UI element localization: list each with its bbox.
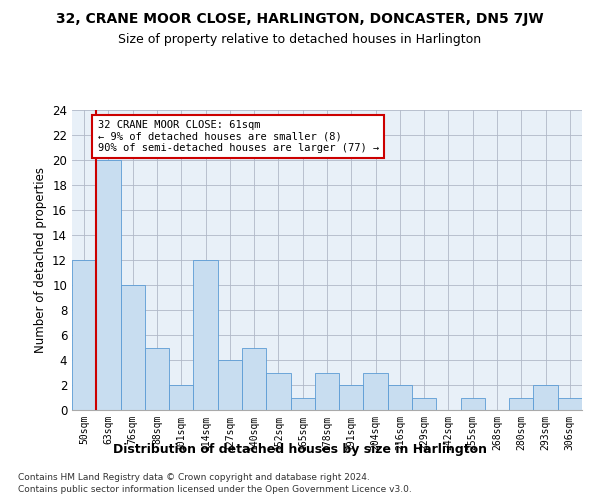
Text: Contains HM Land Registry data © Crown copyright and database right 2024.: Contains HM Land Registry data © Crown c…	[18, 472, 370, 482]
Text: 32 CRANE MOOR CLOSE: 61sqm
← 9% of detached houses are smaller (8)
90% of semi-d: 32 CRANE MOOR CLOSE: 61sqm ← 9% of detac…	[97, 120, 379, 153]
Bar	[72, 260, 96, 410]
Text: Distribution of detached houses by size in Harlington: Distribution of detached houses by size …	[113, 442, 487, 456]
Bar	[364, 372, 388, 410]
Bar	[145, 348, 169, 410]
Bar	[266, 372, 290, 410]
Bar	[339, 385, 364, 410]
Bar	[290, 398, 315, 410]
Text: Size of property relative to detached houses in Harlington: Size of property relative to detached ho…	[118, 32, 482, 46]
Bar	[509, 398, 533, 410]
Bar	[193, 260, 218, 410]
Bar	[461, 398, 485, 410]
Y-axis label: Number of detached properties: Number of detached properties	[34, 167, 47, 353]
Bar	[412, 398, 436, 410]
Bar	[169, 385, 193, 410]
Bar	[218, 360, 242, 410]
Text: 32, CRANE MOOR CLOSE, HARLINGTON, DONCASTER, DN5 7JW: 32, CRANE MOOR CLOSE, HARLINGTON, DONCAS…	[56, 12, 544, 26]
Bar	[315, 372, 339, 410]
Bar	[388, 385, 412, 410]
Text: Contains public sector information licensed under the Open Government Licence v3: Contains public sector information licen…	[18, 485, 412, 494]
Bar	[533, 385, 558, 410]
Bar	[96, 160, 121, 410]
Bar	[242, 348, 266, 410]
Bar	[558, 398, 582, 410]
Bar	[121, 285, 145, 410]
